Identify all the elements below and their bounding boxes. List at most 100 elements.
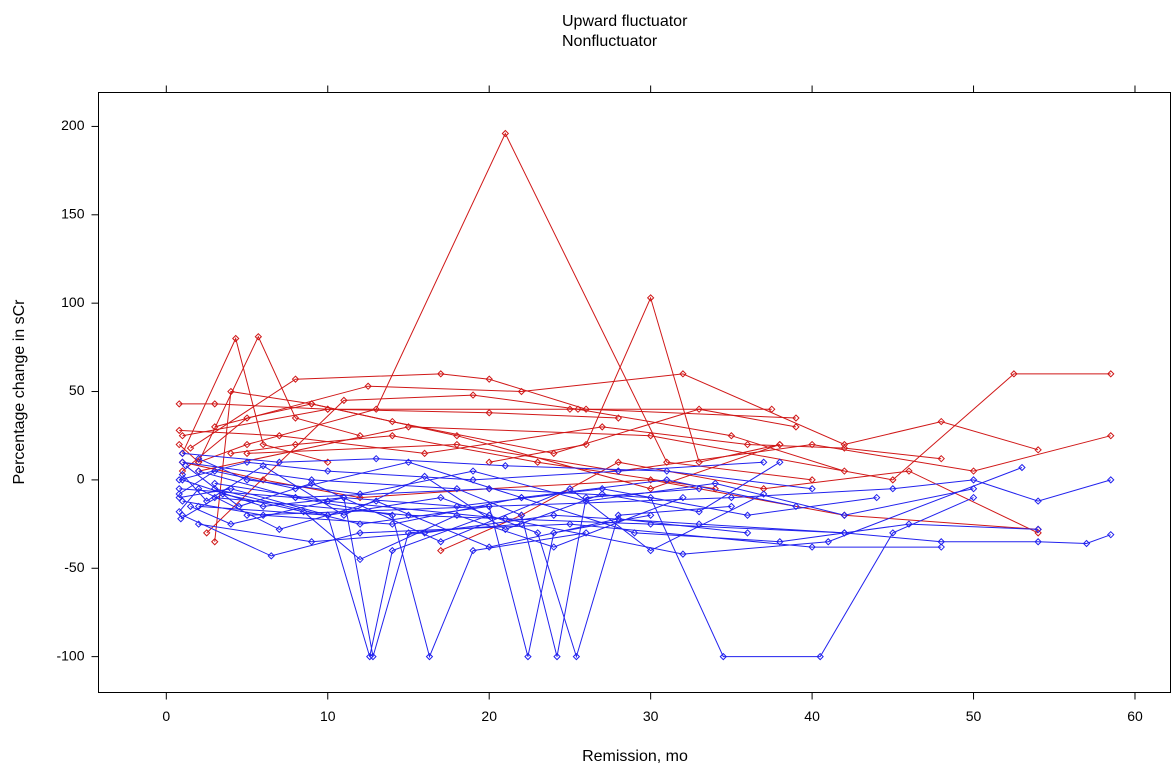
point (501, 462, 510, 470)
point (469, 467, 477, 475)
point (324, 497, 332, 505)
trajectory (214, 373, 1039, 451)
trajectory (230, 435, 716, 490)
point (275, 458, 284, 466)
point (178, 497, 187, 505)
x-tick-label: 50 (966, 708, 982, 724)
point (646, 546, 655, 555)
point (404, 529, 413, 537)
point (178, 432, 187, 440)
point (840, 511, 849, 519)
trajectory (182, 337, 328, 463)
point (356, 490, 364, 498)
point (291, 375, 300, 383)
point (550, 543, 558, 551)
y-tick-label: 100 (61, 294, 85, 310)
point (175, 440, 183, 449)
point (553, 652, 561, 661)
point (905, 467, 913, 475)
point (614, 458, 623, 466)
point (243, 414, 251, 422)
point (614, 511, 623, 519)
point (808, 543, 816, 551)
legend-entry: Nonfluctuator (562, 33, 658, 50)
point (743, 511, 752, 519)
x-tick-label: 40 (804, 708, 820, 724)
point (175, 400, 183, 408)
trajectory (179, 461, 764, 481)
trajectory (185, 465, 764, 552)
point (194, 520, 203, 528)
point (582, 529, 590, 537)
point (1034, 446, 1042, 454)
trajectory (182, 479, 522, 657)
point (194, 467, 203, 475)
point (711, 479, 719, 488)
point (420, 472, 429, 481)
point (178, 458, 187, 466)
point (808, 440, 816, 449)
trajectory (178, 461, 797, 507)
point (243, 476, 251, 484)
y-axis-label: Percentage change in sCr (11, 299, 28, 485)
point (808, 485, 816, 493)
point (307, 479, 316, 488)
point (437, 538, 445, 546)
point (572, 652, 581, 661)
trajectory (182, 452, 813, 490)
trajectory (214, 497, 1111, 545)
point (254, 333, 263, 341)
point (679, 550, 687, 558)
trajectory (182, 514, 942, 557)
point (776, 440, 784, 449)
point (175, 476, 183, 484)
x-tick-label: 0 (162, 708, 170, 724)
point (743, 440, 752, 449)
point (453, 502, 461, 511)
point (574, 405, 582, 413)
point (501, 525, 510, 534)
trajectory (182, 461, 781, 530)
trajectory (206, 394, 845, 534)
point (517, 511, 526, 519)
point (178, 449, 187, 458)
legend-entry: Upward fluctuator (562, 13, 688, 30)
point (1107, 530, 1115, 539)
point (181, 462, 190, 470)
point (1082, 539, 1091, 548)
point (816, 652, 824, 661)
point (524, 652, 532, 661)
trajectory (182, 408, 772, 437)
trajectory (214, 488, 651, 657)
y-tick-label: 150 (61, 206, 85, 222)
point (356, 493, 364, 502)
point (420, 529, 429, 537)
point (175, 426, 183, 435)
point (227, 449, 235, 458)
plot-frame (98, 92, 1171, 693)
point (175, 507, 183, 516)
point (186, 444, 195, 452)
point (366, 652, 374, 661)
point (727, 493, 736, 502)
point (1018, 463, 1026, 472)
point (211, 479, 219, 488)
point (299, 507, 308, 516)
point (211, 538, 219, 546)
point (517, 387, 526, 396)
point (759, 490, 768, 498)
point (194, 454, 203, 463)
point (307, 538, 316, 546)
point (211, 493, 219, 502)
point (186, 502, 195, 511)
x-tick-label: 10 (320, 708, 336, 724)
point (1010, 370, 1018, 378)
point (420, 449, 429, 458)
point (663, 458, 671, 466)
point (695, 485, 703, 493)
point (566, 485, 574, 493)
point (501, 515, 510, 523)
point (177, 515, 185, 523)
point (275, 432, 284, 440)
